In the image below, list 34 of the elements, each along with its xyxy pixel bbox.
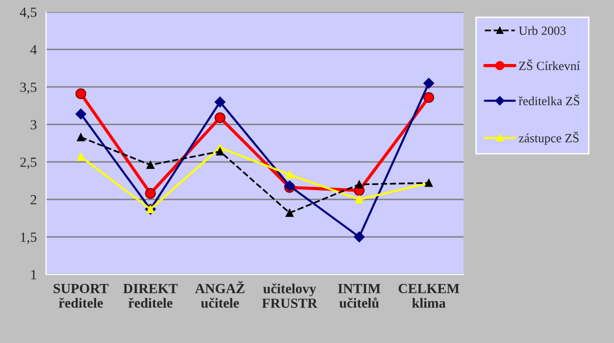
point xyxy=(216,147,224,156)
legend-label: Urb 2003 xyxy=(518,26,566,35)
point xyxy=(355,180,364,188)
y-tick-label: 3,5 xyxy=(20,82,36,94)
point xyxy=(423,78,434,89)
y-tick-label: 2,5 xyxy=(20,158,36,169)
x-tick-label: DIREKT ředitele xyxy=(123,284,178,308)
legend-label: zástupce ZŠ xyxy=(518,132,579,145)
y-tick-label: 4,5 xyxy=(20,8,36,19)
point xyxy=(286,208,294,217)
x-tick-label: INTIM učitelů xyxy=(338,284,380,308)
point xyxy=(75,108,86,120)
point xyxy=(355,195,364,204)
legend-label: ředitelka ZŠ xyxy=(518,94,580,106)
point xyxy=(423,92,434,103)
point xyxy=(145,188,156,199)
point xyxy=(76,133,85,142)
x-tick-label: SUPORT ředitele xyxy=(54,284,109,308)
point xyxy=(76,152,85,161)
y-tick-label: 1,5 xyxy=(20,232,36,244)
y-tick-label: 1 xyxy=(31,270,36,280)
x-tick-label: ANGAŽ učitele xyxy=(195,281,244,308)
y-tick-label: 2 xyxy=(30,195,36,204)
point xyxy=(75,88,86,100)
legend-label: ZŠ Církevní xyxy=(519,59,580,70)
y-tick-label: 3 xyxy=(30,120,36,130)
x-tick-label: CELKEM klima xyxy=(398,284,460,308)
x-tick-label: učitelovy FRUSTR xyxy=(262,283,318,308)
point xyxy=(286,170,294,179)
y-tick-label: 4 xyxy=(30,45,37,54)
point xyxy=(214,112,226,124)
point xyxy=(354,231,365,242)
point xyxy=(214,96,226,108)
point xyxy=(146,160,154,169)
